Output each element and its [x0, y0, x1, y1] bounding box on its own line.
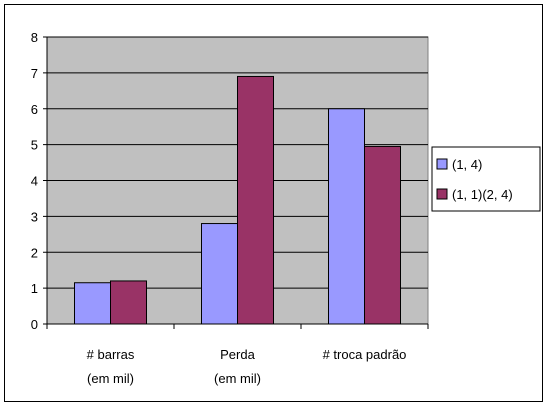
- bar-series1: [201, 223, 238, 325]
- legend: (1, 4) (1, 1)(2, 4): [431, 146, 541, 212]
- y-tick-label: 5: [31, 138, 38, 153]
- bar-series1: [328, 108, 365, 325]
- legend-box: [431, 146, 541, 212]
- y-tick-label: 7: [31, 66, 38, 81]
- legend-label: (1, 4): [452, 157, 482, 172]
- y-tick-label: 0: [31, 317, 38, 332]
- bar-series2: [110, 280, 147, 325]
- y-tick-label: 8: [31, 30, 38, 45]
- bar-series2: [364, 145, 401, 325]
- y-tick-label: 2: [31, 245, 38, 260]
- y-tick-label: 1: [31, 281, 38, 296]
- bars: [74, 75, 401, 325]
- category-label: Perda: [220, 347, 255, 362]
- y-tick-label: 4: [31, 174, 38, 189]
- legend-swatch: [436, 158, 448, 170]
- bar-series1: [74, 282, 111, 325]
- category-label: (em mil): [87, 371, 134, 386]
- legend-swatch: [436, 188, 448, 200]
- bar-series2: [237, 75, 274, 325]
- y-tick-label: 3: [31, 209, 38, 224]
- y-axis-ticks: 0 1 2 3 4 5 6 7 8: [31, 30, 47, 332]
- category-label: # troca padrão: [323, 347, 407, 362]
- legend-label: (1, 1)(2, 4): [452, 187, 513, 202]
- x-axis-labels: # barras (em mil) Perda (em mil) # troca pad…: [87, 347, 407, 386]
- y-tick-label: 6: [31, 102, 38, 117]
- category-label: (em mil): [214, 371, 261, 386]
- category-label: # barras: [87, 347, 135, 362]
